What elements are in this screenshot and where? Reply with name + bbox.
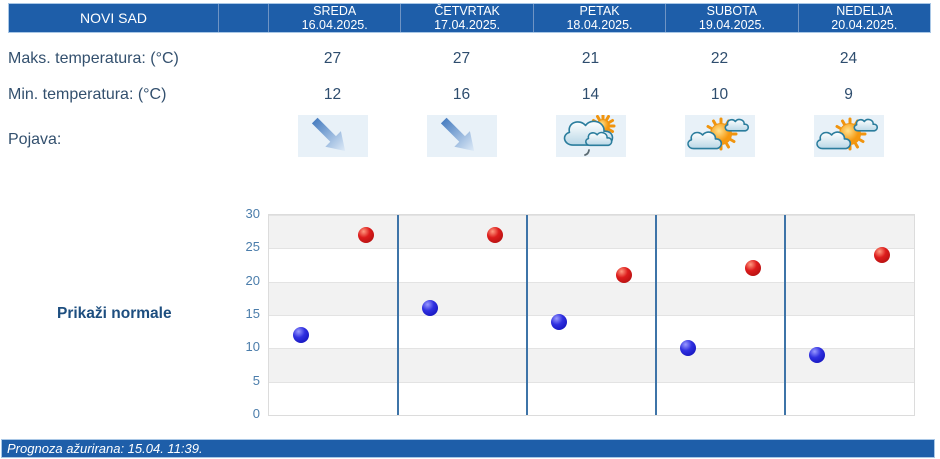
y-axis-tick-label: 20 <box>245 272 260 288</box>
max-temp-dot <box>745 260 761 277</box>
temp-drop-arrow-icon <box>426 115 497 157</box>
day-name: ČETVRTAK <box>434 4 500 18</box>
max-temp-dot <box>616 267 632 283</box>
chart-day-separator <box>784 215 786 415</box>
y-axis-tick-label: 25 <box>245 239 260 255</box>
max-temp-value: 27 <box>323 50 342 67</box>
min-temp-dot <box>809 347 825 363</box>
min-temp-values-row: 12 16 14 10 9 <box>268 86 913 104</box>
min-temp-row-label: Min. temperatura: (°C) <box>8 86 167 103</box>
chart-plot-area <box>268 214 915 416</box>
chart-gridline <box>269 281 914 283</box>
max-temp-dot <box>874 247 890 263</box>
chart-band <box>269 281 914 315</box>
chart-band <box>269 215 914 249</box>
min-temp-value: 9 <box>844 86 853 103</box>
day-name: NEDELJA <box>836 4 893 18</box>
forecast-updated-text: Prognoza ažurirana: 15.04. 11:39. <box>7 441 203 456</box>
cloud-sun-light-rain-icon <box>555 113 626 157</box>
day-date: 19.04.2025. <box>698 17 765 32</box>
location-label: NOVI SAD <box>80 10 147 26</box>
chart-gridline <box>269 348 914 350</box>
header-spacer <box>219 4 269 32</box>
max-temp-values-row: 27 27 21 22 24 <box>268 50 913 68</box>
sun-with-clouds-icon <box>813 115 884 157</box>
day-date: 18.04.2025. <box>566 17 633 32</box>
min-temp-value: 10 <box>710 86 729 103</box>
y-axis-tick-label: 0 <box>252 406 260 421</box>
day-name: SREDA <box>313 4 357 18</box>
sun-with-clouds-icon <box>684 115 755 157</box>
min-temp-dot <box>551 313 567 330</box>
temp-drop-arrow-icon <box>297 115 368 157</box>
weather-icons-row <box>268 113 913 159</box>
chart-day-separator <box>655 215 657 415</box>
min-temp-value: 16 <box>452 86 471 103</box>
chart-band <box>269 348 914 382</box>
day-name: SUBOTA <box>706 4 758 18</box>
y-axis-tick-label: 30 <box>245 206 260 221</box>
min-temp-dot <box>680 340 696 357</box>
chart-gridline <box>269 248 914 250</box>
day-name: PETAK <box>579 4 620 18</box>
max-temp-dot <box>358 227 374 243</box>
max-temp-value: 27 <box>452 50 471 67</box>
show-normals-link[interactable]: Prikaži normale <box>57 305 172 322</box>
max-temp-dot <box>487 227 503 243</box>
chart-band <box>269 381 914 415</box>
max-temp-value: 21 <box>581 50 600 67</box>
forecast-updated-bar: Prognoza ažurirana: 15.04. 11:39. <box>1 439 935 458</box>
max-temp-value: 22 <box>710 50 729 67</box>
phenomena-row-label: Pojava: <box>8 131 62 148</box>
day-date: 20.04.2025. <box>831 17 898 32</box>
min-temp-value: 12 <box>323 86 342 103</box>
chart-gridline <box>269 381 914 383</box>
day-header-cell: NEDELJA 20.04.2025. <box>799 4 930 32</box>
chart-band <box>269 315 914 349</box>
chart-band <box>269 248 914 282</box>
day-date: 16.04.2025. <box>301 17 368 32</box>
max-temp-row-label: Maks. temperatura: (°C) <box>8 50 179 67</box>
day-date: 17.04.2025. <box>434 17 501 32</box>
chart-gridline <box>269 315 914 316</box>
y-axis-tick-label: 10 <box>245 339 260 355</box>
y-axis-tick-label: 5 <box>252 372 260 388</box>
min-temp-dot <box>422 300 438 317</box>
min-temp-dot <box>293 327 309 343</box>
chart-day-separator <box>397 215 399 415</box>
min-temp-value: 14 <box>581 86 600 103</box>
chart-gridline <box>269 215 914 216</box>
day-header-cell: SREDA 16.04.2025. <box>269 4 402 32</box>
day-header-cell: PETAK 18.04.2025. <box>534 4 667 32</box>
day-header-cell: ČETVRTAK 17.04.2025. <box>401 4 534 32</box>
max-temp-value: 24 <box>839 50 858 67</box>
chart-day-separator <box>526 215 528 415</box>
day-header-cells: SREDA 16.04.2025. ČETVRTAK 17.04.2025. PETAK… <box>269 4 930 32</box>
y-axis-tick-label: 15 <box>245 306 260 321</box>
day-header-cell: SUBOTA 19.04.2025. <box>666 4 799 32</box>
location-cell: NOVI SAD <box>9 4 219 32</box>
forecast-header: NOVI SAD SREDA 16.04.2025. ČETVRTAK 17.04.2… <box>8 3 931 33</box>
